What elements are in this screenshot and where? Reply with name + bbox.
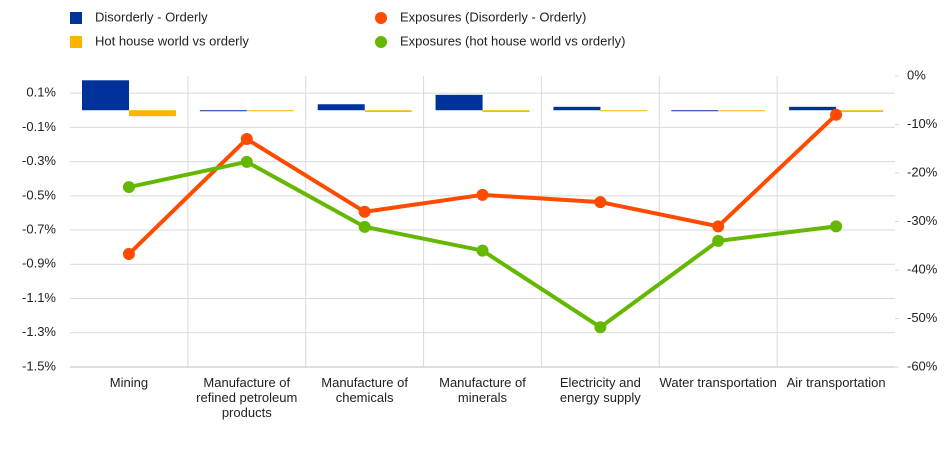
bar [364,110,412,112]
point [712,234,725,247]
x-tick-label-box: Mining [109,375,149,390]
x-tick-label: Water transportation [659,375,777,390]
x-tick-label: Manufacture of minerals [439,375,526,405]
x-tick-label-box: Water transportation [659,375,777,390]
y-tick-label: -1.5% [22,358,56,373]
x-tick-label: Manufacture of refined petroleum product… [196,375,298,420]
point [476,244,489,257]
x-tick-label-box: Air transportation [786,375,886,390]
y2-tick-label: 0% [907,67,926,82]
x-tick-label-box: Electricity and energy supply [559,375,641,405]
point [594,196,607,209]
legend-label: Hot house world vs orderly [95,33,249,48]
y-tick-label: -0.7% [22,221,56,236]
bar [836,110,884,112]
legend-swatch [70,36,82,48]
bar [199,110,247,112]
point [122,247,135,260]
bar [435,94,483,111]
point [830,220,843,233]
y-tick-label: -1.1% [22,290,56,305]
legend-swatch [375,12,387,24]
y-tick-label: -0.1% [22,119,56,134]
legend-swatch [375,36,387,48]
point [594,321,607,334]
x-tick-label-box: Manufacture of refined petroleum product… [196,375,298,420]
bar [671,110,719,112]
legend-label: Disorderly - Orderly [95,9,208,24]
bar [553,106,601,111]
bar [600,110,648,112]
y-tick-label: -0.3% [22,153,56,168]
line [128,159,837,330]
bar [789,106,837,111]
point [358,205,371,218]
legend-label: Exposures (hot house world vs orderly) [400,33,625,48]
x-tick-label: Manufacture of chemicals [321,375,408,405]
y-tick-label: -1.3% [22,324,56,339]
legend-label: Exposures (Disorderly - Orderly) [400,9,586,24]
y2-tick-label: -30% [907,213,938,228]
legend-swatch [70,12,82,24]
bar [718,110,766,112]
line [127,113,838,256]
y-tick-label: -0.9% [22,256,56,271]
point [240,155,253,168]
point [830,108,843,121]
point [240,133,253,146]
point [358,220,371,233]
point [476,188,489,201]
y-tick-label: 0.1% [26,85,56,100]
x-tick-label-box: Manufacture of minerals [439,375,526,405]
bar [129,110,176,117]
x-tick-label: Mining [109,375,149,390]
bar [246,110,294,112]
y-tick-label: -0.5% [22,187,56,202]
bar [82,80,129,111]
point [712,220,725,233]
x-tick-label: Air transportation [786,375,886,390]
y2-tick-label: -50% [907,310,938,325]
y2-tick-label: -40% [907,261,938,276]
bar [482,110,530,112]
x-tick-label: Electricity and energy supply [559,375,641,405]
y2-tick-label: -20% [907,164,938,179]
point [122,181,135,194]
bar [317,104,365,111]
x-tick-label-box: Manufacture of chemicals [321,375,408,405]
y2-tick-label: -10% [907,116,938,131]
y2-tick-label: -60% [907,358,938,373]
